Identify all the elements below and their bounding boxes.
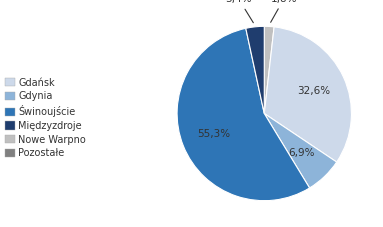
Wedge shape <box>177 28 309 201</box>
Wedge shape <box>264 27 352 162</box>
Wedge shape <box>264 26 274 114</box>
Text: 6,9%: 6,9% <box>288 148 315 158</box>
Text: 32,6%: 32,6% <box>297 86 330 96</box>
Text: 3,4%: 3,4% <box>226 0 253 23</box>
Legend: Gdańsk, Gdynia, Świnoujście, Międzyzdroje, Nowe Warpno, Pozostałe: Gdańsk, Gdynia, Świnoujście, Międzyzdroj… <box>5 78 86 158</box>
Text: 55,3%: 55,3% <box>198 128 231 138</box>
Wedge shape <box>246 26 264 114</box>
Text: 1,8%: 1,8% <box>271 0 297 22</box>
Wedge shape <box>264 114 337 188</box>
